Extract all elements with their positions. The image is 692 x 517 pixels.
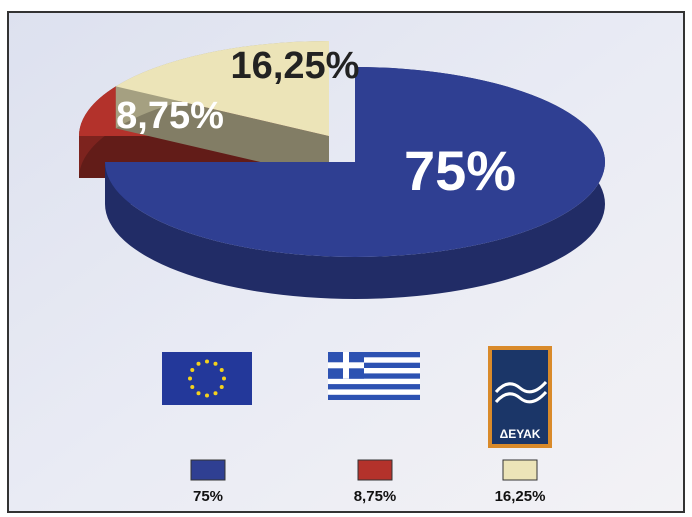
data-label: 75% [404,139,516,202]
data-label: 16,25% [231,45,360,87]
legend-label: 8,75% [354,488,397,505]
legend-swatch [502,459,538,481]
greek-flag [328,352,420,400]
slice-edge [115,86,329,178]
legend-swatch [357,459,393,481]
pie: 75% 8,75%16,25% [79,41,605,299]
eu-flag [162,352,252,405]
slice [115,41,329,136]
deyak-logo: ΔΕΥΑΚ [488,346,552,448]
legend-label: 16,25% [495,488,546,505]
legend-label: 75% [193,488,223,505]
logo-text: ΔΕΥΑΚ [500,427,541,441]
data-label: 8,75% [116,95,224,137]
legend: 75% 8,75% 16,25% [190,459,546,505]
legend-swatch [190,459,226,481]
slice [105,67,605,257]
